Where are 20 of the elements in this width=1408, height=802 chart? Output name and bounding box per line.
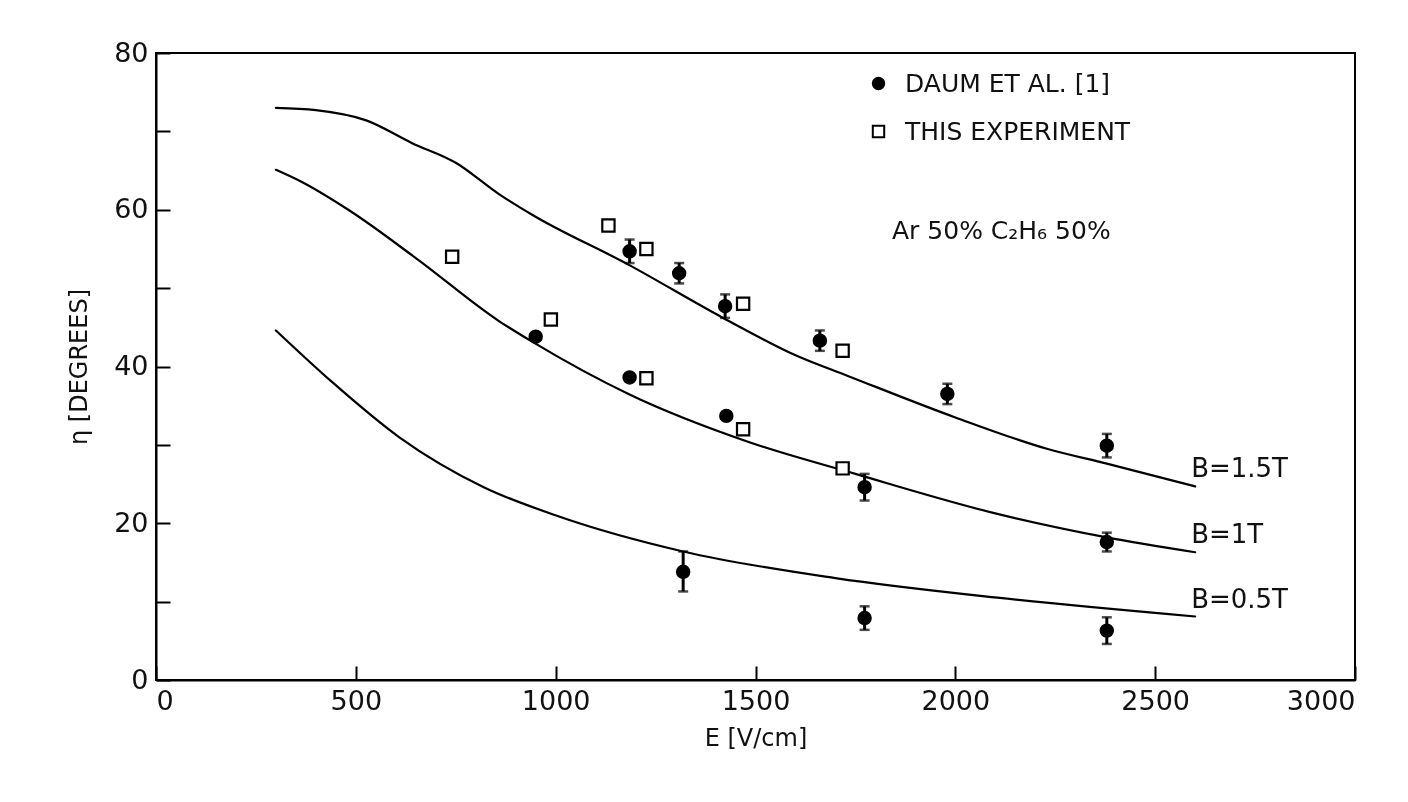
x-tick-label: 3000: [1286, 684, 1356, 716]
legend-label: DAUM ET AL. [1]: [905, 68, 1111, 98]
x-tick-label: 1000: [521, 684, 591, 716]
y-tick-label: 40: [114, 350, 149, 381]
series-label: B=1.5T: [1191, 453, 1289, 484]
y-axis-title: η [DEGREES]: [65, 288, 94, 446]
legend-label: THIS EXPERIMENT: [904, 116, 1131, 146]
y-tick-label: 20: [114, 506, 149, 538]
y-tick-label: 80: [114, 36, 149, 68]
x-tick-label: 2500: [1121, 684, 1191, 716]
x-tick-label: 1500: [721, 684, 791, 716]
series-label: B=0.5T: [1191, 583, 1289, 614]
annotation: Ar 50% C₂H₆ 50%: [892, 216, 1111, 245]
x-tick-label: 0: [156, 684, 174, 716]
y-tick-label: 0: [131, 663, 149, 695]
y-tick-label: 60: [114, 193, 149, 225]
x-tick-label: 2000: [921, 684, 991, 716]
x-axis-title: E [V/cm]: [704, 723, 808, 752]
series-label: B=1T: [1191, 519, 1264, 550]
x-tick-label: 500: [330, 684, 383, 716]
